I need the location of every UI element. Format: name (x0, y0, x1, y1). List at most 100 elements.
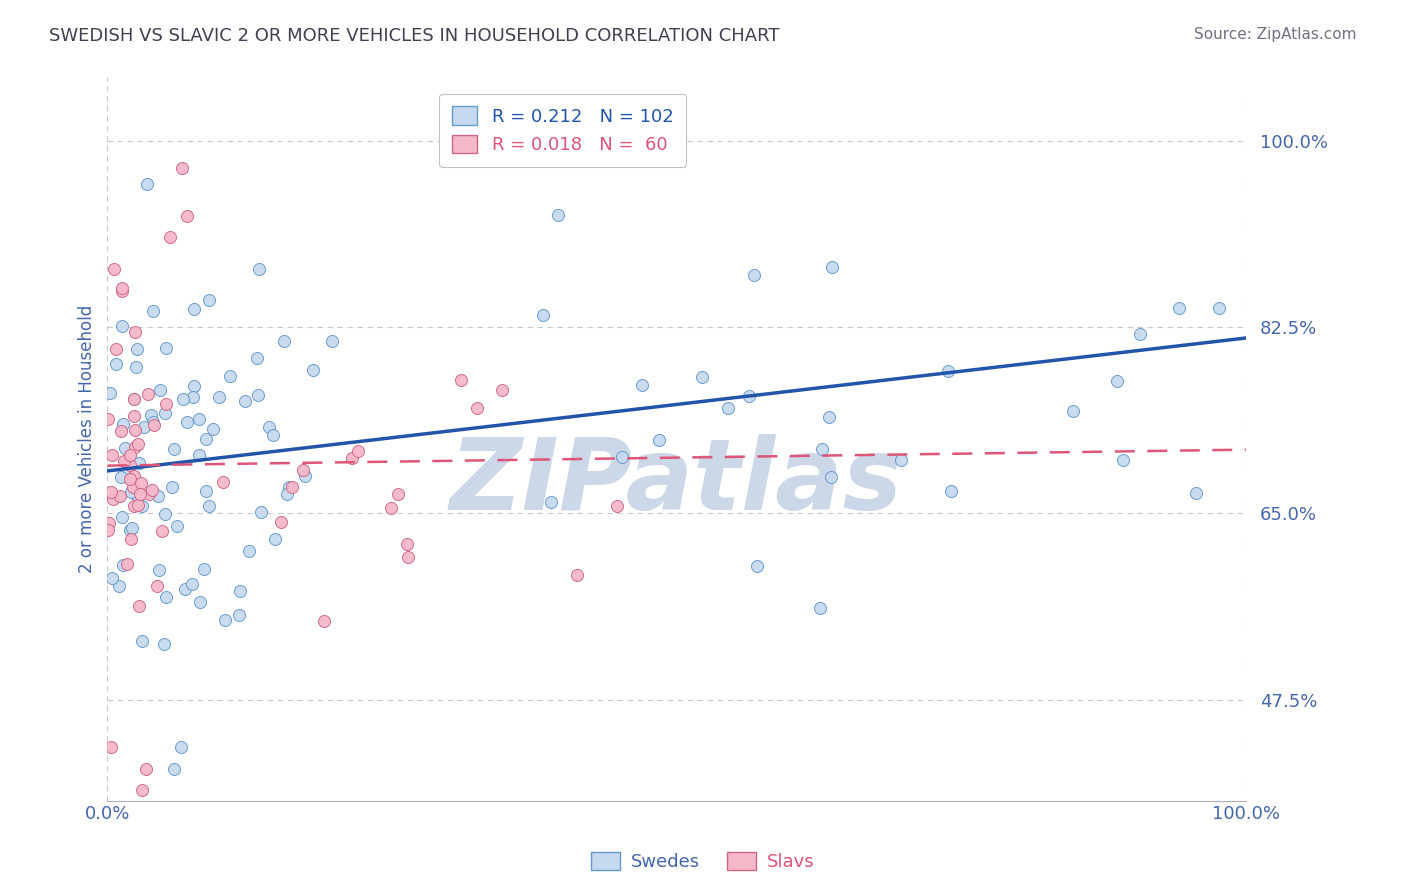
Point (141, 415, 163, 429)
Point (111, 558, 134, 573)
Point (108, 579, 131, 593)
Point (810, 601, 832, 615)
Point (273, 334, 295, 348)
Point (565, 567, 588, 582)
Point (262, 428, 284, 442)
Point (276, 487, 298, 501)
Point (181, 577, 204, 591)
Point (115, 558, 138, 572)
Point (281, 480, 304, 494)
Point (124, 326, 146, 340)
Point (941, 484, 963, 499)
Point (110, 469, 132, 483)
Point (155, 507, 177, 521)
Point (152, 524, 174, 538)
Legend: Swedes, Slavs: Swedes, Slavs (583, 845, 823, 879)
Point (238, 544, 260, 558)
Point (97, 411, 120, 425)
Point (1208, 301, 1230, 315)
Point (162, 442, 184, 457)
Point (141, 483, 163, 497)
Legend: R = 0.212   N = 102, R = 0.018   N =  60: R = 0.212 N = 102, R = 0.018 N = 60 (440, 94, 686, 167)
Point (128, 456, 150, 470)
Point (160, 480, 183, 494)
Point (202, 422, 225, 436)
Point (142, 304, 165, 318)
Point (176, 415, 198, 429)
Point (1112, 453, 1135, 467)
Point (146, 579, 169, 593)
Point (124, 487, 146, 501)
Point (118, 523, 141, 537)
Point (547, 208, 569, 222)
Point (183, 302, 205, 317)
Point (387, 487, 409, 501)
Point (198, 293, 221, 307)
Point (890, 453, 912, 467)
Point (115, 464, 138, 478)
Point (195, 483, 218, 498)
Point (218, 369, 240, 384)
Point (247, 261, 270, 276)
Point (174, 582, 197, 596)
Point (818, 410, 841, 425)
Point (132, 420, 155, 434)
Point (214, 613, 236, 627)
Point (101, 492, 124, 507)
Point (100, 571, 122, 585)
Point (159, 230, 181, 244)
Point (312, 614, 335, 628)
Point (162, 762, 184, 776)
Point (198, 500, 221, 514)
Point (821, 260, 844, 275)
Point (97, 523, 120, 537)
Point (155, 590, 177, 604)
Point (120, 458, 142, 472)
Point (111, 417, 134, 431)
Point (166, 519, 188, 533)
Point (122, 392, 145, 406)
Point (111, 281, 134, 295)
Point (195, 432, 218, 446)
Point (690, 370, 713, 384)
Point (278, 480, 301, 494)
Point (172, 392, 194, 406)
Point (105, 357, 128, 371)
Point (114, 442, 136, 456)
Point (188, 448, 211, 462)
Point (1129, 326, 1152, 341)
Point (131, 783, 153, 797)
Point (540, 495, 562, 509)
Point (149, 383, 172, 397)
Text: SWEDISH VS SLAVIC 2 OR MORE VEHICLES IN HOUSEHOLD CORRELATION CHART: SWEDISH VS SLAVIC 2 OR MORE VEHICLES IN … (49, 27, 780, 45)
Point (742, 268, 765, 283)
Point (745, 559, 768, 574)
Point (98, 516, 121, 530)
Point (110, 489, 132, 503)
Point (152, 637, 174, 651)
Point (170, 161, 193, 175)
Point (135, 762, 157, 776)
Point (233, 393, 256, 408)
Point (716, 401, 738, 416)
Point (294, 469, 316, 483)
Point (181, 390, 204, 404)
Point (103, 261, 125, 276)
Point (120, 532, 142, 546)
Point (129, 476, 152, 491)
Point (127, 437, 149, 451)
Point (136, 387, 159, 401)
Point (228, 584, 250, 599)
Point (183, 379, 205, 393)
Point (212, 475, 235, 489)
Point (188, 595, 211, 609)
Point (301, 363, 323, 377)
Point (395, 536, 418, 550)
Point (112, 454, 135, 468)
Point (100, 386, 122, 401)
Point (118, 472, 141, 486)
Point (125, 342, 148, 356)
Point (128, 486, 150, 500)
Point (122, 479, 145, 493)
Point (142, 417, 165, 432)
